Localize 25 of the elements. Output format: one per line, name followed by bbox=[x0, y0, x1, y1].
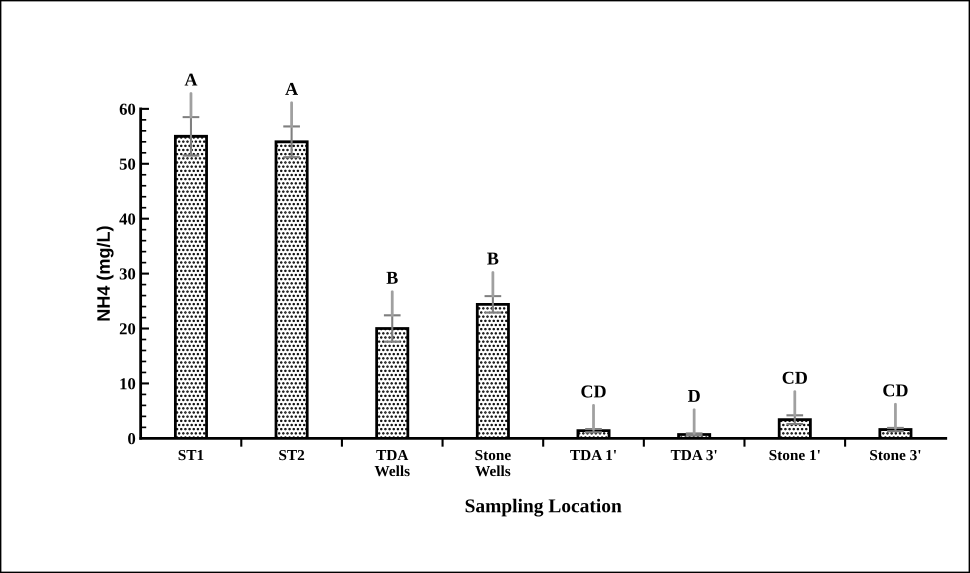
x-tick-label: ST2 bbox=[279, 450, 304, 460]
x-tick-label: TDA Wells bbox=[374, 450, 410, 476]
x-axis-title: Sampling Location bbox=[466, 498, 622, 517]
y-tick-label: 60 bbox=[120, 104, 136, 115]
x-tick-label: TDA 3' bbox=[670, 450, 717, 460]
x-tick-label: Stone Wells bbox=[475, 450, 511, 476]
annotation: D bbox=[688, 390, 700, 402]
annotation: CD bbox=[883, 384, 908, 396]
annotation: B bbox=[487, 252, 498, 265]
x-tick-label: Stone 3' bbox=[870, 450, 920, 460]
y-tick-label: 10 bbox=[120, 378, 136, 390]
annotation: CD bbox=[581, 385, 606, 398]
x-tick-label: ST1 bbox=[178, 450, 204, 460]
y-tick-label: 50 bbox=[120, 158, 136, 170]
x-tick-label: Stone 1' bbox=[770, 450, 820, 460]
x-tick-label: TDA 1' bbox=[570, 450, 616, 460]
annotation: CD bbox=[782, 372, 807, 384]
y-tick-label: 20 bbox=[120, 323, 136, 334]
y-axis-title: NH4 (mg/L) bbox=[96, 226, 114, 321]
y-tick-label: 40 bbox=[119, 213, 136, 225]
annotation: A bbox=[184, 74, 198, 86]
annotation: A bbox=[285, 82, 298, 95]
annotation: B bbox=[386, 272, 398, 284]
y-tick-label: 30 bbox=[120, 268, 136, 280]
y-tick-label: 0 bbox=[128, 433, 136, 444]
